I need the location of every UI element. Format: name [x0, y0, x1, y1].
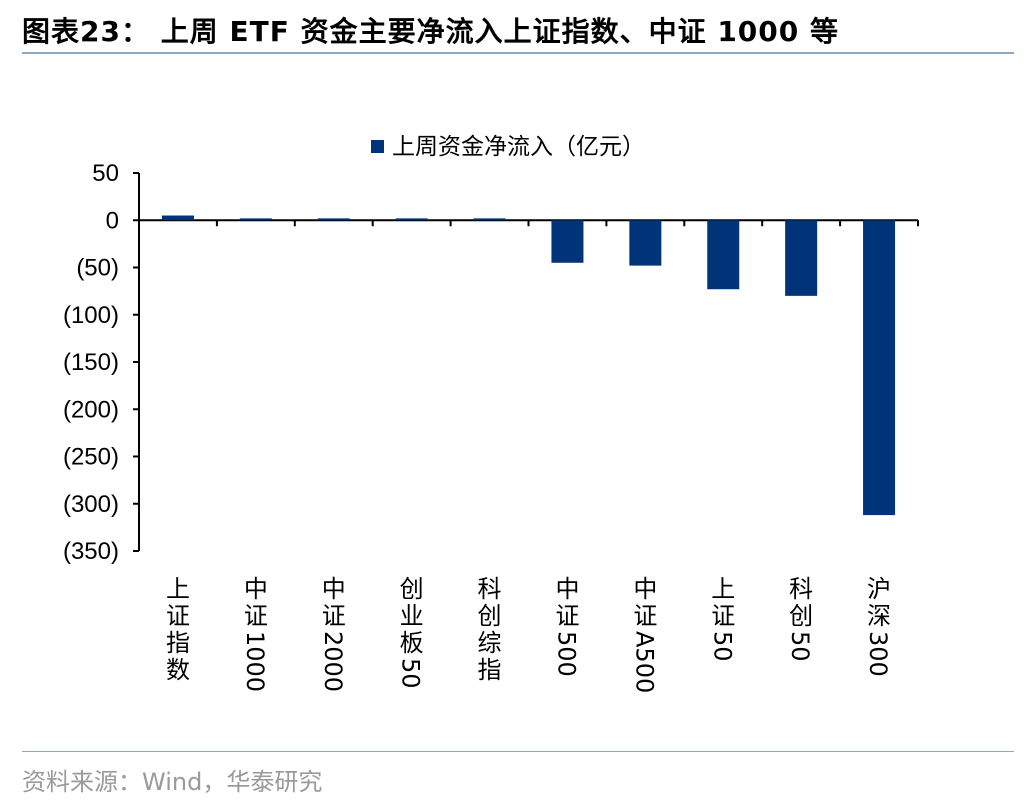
- y-tick-label: (100): [63, 302, 119, 329]
- svg-text:50: 50: [397, 658, 425, 689]
- bar: [239, 218, 272, 221]
- chart-legend: 上周资金净流入（亿元）: [371, 134, 645, 160]
- legend-swatch: [371, 140, 384, 153]
- svg-text:科: 科: [789, 575, 813, 603]
- svg-text:沪: 沪: [867, 575, 891, 603]
- bar-series: [161, 215, 896, 516]
- svg-text:中: 中: [633, 575, 657, 603]
- y-tick-label: (350): [63, 538, 119, 565]
- bar: [707, 220, 740, 290]
- svg-text:板: 板: [400, 629, 424, 657]
- bar: [785, 220, 818, 296]
- bar: [551, 220, 584, 263]
- figure-title: 图表23： 上周 ETF 资金主要净流入上证指数、中证 1000 等: [22, 15, 839, 48]
- svg-text:中: 中: [555, 575, 579, 603]
- y-axis: 50 0 (50) (100) (150) (200) (250) (300) (350): [63, 160, 140, 565]
- svg-text:1000: 1000: [241, 631, 269, 692]
- svg-text:上: 上: [166, 575, 190, 603]
- bar: [317, 218, 350, 221]
- svg-text:50: 50: [708, 631, 736, 662]
- svg-text:创: 创: [789, 602, 813, 630]
- svg-text:A500: A500: [630, 631, 658, 693]
- legend-label: 上周资金净流入（亿元）: [392, 134, 645, 160]
- bar: [395, 218, 428, 221]
- y-tick-label: (50): [76, 255, 119, 282]
- svg-text:创: 创: [478, 602, 502, 630]
- svg-text:指: 指: [166, 629, 190, 657]
- svg-text:深: 深: [867, 602, 891, 630]
- svg-text:证: 证: [555, 602, 579, 630]
- svg-text:中: 中: [244, 575, 268, 603]
- bar-chart: 上周资金净流入（亿元） 500(50)(100)(150)(200)(250)(…: [63, 134, 919, 693]
- svg-text:证: 证: [244, 602, 268, 630]
- x-category-label: 上证指数: [166, 575, 190, 684]
- svg-text:指: 指: [478, 656, 502, 684]
- y-tick-label: 0: [106, 207, 119, 234]
- svg-text:证: 证: [322, 602, 346, 630]
- svg-text:数: 数: [166, 656, 190, 684]
- svg-text:50: 50: [786, 631, 814, 662]
- svg-text:综: 综: [478, 629, 502, 657]
- bar: [863, 220, 896, 516]
- top-divider: [22, 52, 1014, 54]
- svg-text:业: 业: [400, 602, 424, 630]
- bar: [161, 215, 194, 221]
- svg-text:中: 中: [322, 575, 346, 603]
- svg-text:500: 500: [552, 631, 580, 677]
- svg-text:科: 科: [478, 575, 502, 603]
- category-labels: 上证指数中证1000中证2000创业板50科创综指中证500中证A500上证50…: [166, 575, 892, 693]
- y-tick-label: (150): [63, 349, 119, 376]
- svg-text:创: 创: [400, 575, 424, 603]
- y-tick-label: (200): [63, 396, 119, 423]
- svg-text:300: 300: [864, 631, 892, 677]
- bar: [629, 220, 662, 266]
- svg-text:证: 证: [166, 602, 190, 630]
- y-tick-label: 50: [92, 160, 119, 187]
- svg-text:证: 证: [633, 602, 657, 630]
- y-tick-label: (300): [63, 491, 119, 518]
- source-note: 资料来源：Wind，华泰研究: [22, 768, 323, 796]
- y-tick-label: (250): [63, 444, 119, 471]
- bottom-divider: [22, 751, 1014, 752]
- svg-text:2000: 2000: [319, 631, 347, 692]
- svg-text:上: 上: [711, 575, 735, 603]
- bar: [473, 218, 506, 221]
- svg-text:证: 证: [711, 602, 735, 630]
